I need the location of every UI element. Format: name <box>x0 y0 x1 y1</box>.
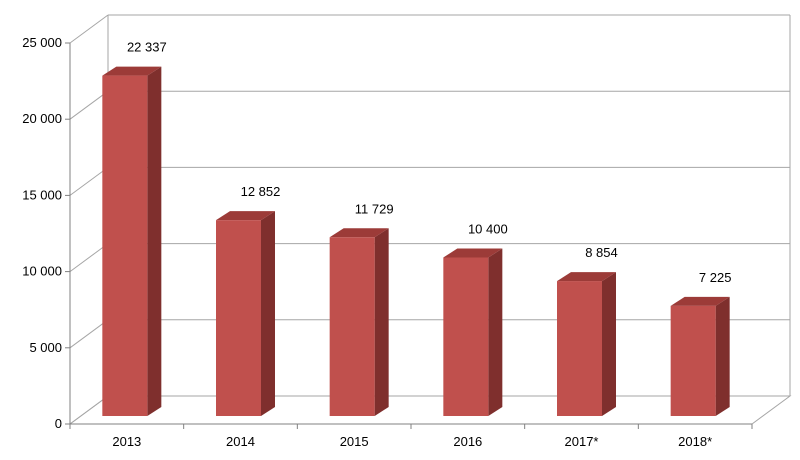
bar-side <box>715 296 730 416</box>
gridline-diagonal <box>69 14 109 44</box>
bar-front <box>443 257 489 416</box>
data-label: 10 400 <box>468 222 508 237</box>
x-tick-label: 2013 <box>112 434 141 449</box>
bar-top <box>102 66 162 76</box>
bar <box>443 248 503 416</box>
bar-top <box>443 248 503 258</box>
bar <box>557 272 616 416</box>
gridline-diagonal <box>69 166 109 196</box>
bar <box>216 211 275 416</box>
bar <box>102 66 162 417</box>
data-label: 11 729 <box>355 201 394 216</box>
axes <box>65 42 753 429</box>
bar-front <box>102 75 148 417</box>
y-tick-label: 15 000 <box>22 187 62 202</box>
data-label: 7 225 <box>699 270 732 285</box>
bar-front <box>329 237 375 416</box>
bar-side <box>261 211 275 416</box>
labels: 0 5 000 10 000 15 000 20 000 25 000 22 337 2013… <box>22 35 731 449</box>
y-tick-label: 0 <box>55 416 62 431</box>
data-label: 12 852 <box>241 184 281 199</box>
bar-side <box>602 272 616 416</box>
x-tick-label: 2016 <box>453 434 482 449</box>
bar <box>329 228 389 416</box>
bars <box>102 66 730 417</box>
y-tick-label: 20 000 <box>22 111 62 126</box>
bar-front <box>557 281 602 416</box>
gridline-diagonal <box>69 395 109 425</box>
data-label: 8 854 <box>585 245 618 260</box>
y-tick-label: 10 000 <box>22 264 62 279</box>
bar-top <box>329 228 389 238</box>
x-tick-label: 2014 <box>226 434 255 449</box>
bar-top <box>216 211 275 221</box>
bar-top <box>557 272 616 282</box>
bar-side <box>374 228 389 416</box>
x-tick-label: 2015 <box>340 434 369 449</box>
bar <box>670 296 730 416</box>
gridline-diagonal <box>69 90 109 120</box>
bar-side <box>488 248 503 416</box>
gridline-diagonal <box>69 243 109 273</box>
x-tick-label: 2017* <box>565 434 599 449</box>
bar-side <box>147 66 162 417</box>
x-tick-label: 2018* <box>678 434 712 449</box>
data-label: 22 337 <box>127 40 167 55</box>
y-tick-label: 25 000 <box>22 35 62 50</box>
gridline-diagonal <box>69 319 109 349</box>
bar-front <box>216 220 261 416</box>
bar-top <box>670 296 730 306</box>
y-tick-label: 5 000 <box>29 340 62 355</box>
bar-front <box>670 305 716 416</box>
